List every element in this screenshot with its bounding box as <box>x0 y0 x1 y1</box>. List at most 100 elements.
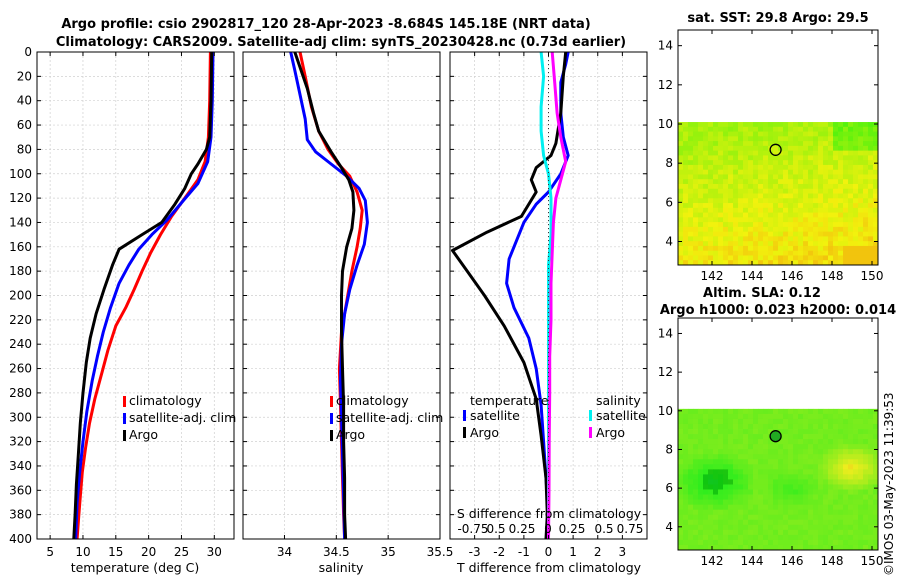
heat-cell <box>733 499 739 506</box>
heat-cell <box>713 136 719 142</box>
heat-cell <box>808 136 814 142</box>
heat-cell <box>808 489 814 495</box>
heat-cell <box>828 207 834 213</box>
heat-cell <box>858 203 864 209</box>
heat-cell <box>733 131 739 137</box>
y-tick-label: 240 <box>9 337 32 351</box>
heat-cell <box>703 217 709 223</box>
heat-cell <box>813 423 819 430</box>
heat-cell <box>793 141 799 147</box>
heat-cell <box>743 459 749 465</box>
heat-cell <box>838 539 844 546</box>
heat-cell <box>828 423 834 430</box>
heat-cell <box>693 212 699 218</box>
heat-cell <box>773 193 779 199</box>
heat-cell <box>828 444 834 450</box>
salinity-legend: climatology satellite-adj. clim Argo <box>330 393 443 442</box>
heat-cell <box>688 160 694 166</box>
heat-cell <box>778 539 784 546</box>
heat-cell <box>728 250 734 256</box>
heat-cell <box>793 164 799 171</box>
heat-cell <box>768 212 774 218</box>
heat-cell <box>688 145 694 152</box>
heat-cell <box>848 179 854 185</box>
heat-cell <box>743 464 749 470</box>
x-tick-label: 34 <box>277 545 292 559</box>
heat-cell <box>828 408 834 415</box>
heat-cell <box>848 126 854 132</box>
heat-cell <box>833 408 839 415</box>
heat-cell <box>688 250 694 256</box>
heat-cell <box>873 504 879 511</box>
heat-cell <box>818 222 824 228</box>
heat-cell <box>713 160 719 166</box>
heat-cell <box>703 226 709 233</box>
heat-cell <box>868 434 874 440</box>
heat-cell <box>738 255 744 261</box>
heat-cell <box>763 423 769 430</box>
heat-cell <box>828 241 834 247</box>
heat-cell <box>703 423 709 430</box>
heat-cell <box>868 469 874 475</box>
heat-cell <box>683 231 689 237</box>
heat-cell <box>858 245 864 252</box>
heat-cell <box>833 207 839 213</box>
heat-cell <box>693 174 699 180</box>
heat-cell <box>823 449 829 455</box>
heat-cell <box>793 429 799 435</box>
heat-cell <box>713 454 719 460</box>
heat-cell <box>848 131 854 137</box>
heat-cell <box>678 212 684 218</box>
heat-cell <box>743 423 749 430</box>
heat-cell <box>703 444 709 450</box>
heat-cell <box>773 122 779 128</box>
heat-cell <box>853 484 859 490</box>
temperature-xlabel: temperature (deg C) <box>71 560 200 575</box>
heat-cell <box>743 222 749 228</box>
heat-cell <box>688 122 694 128</box>
heat-cell <box>698 164 704 171</box>
heat-cell <box>848 207 854 213</box>
heat-cell <box>778 179 784 185</box>
heat-cell <box>823 126 829 132</box>
heat-cell <box>808 544 814 551</box>
heat-cell <box>763 245 769 252</box>
heat-cell <box>868 198 874 204</box>
heat-cell <box>793 255 799 261</box>
heat-cell <box>718 479 724 485</box>
heat-cell <box>818 198 824 204</box>
heat-cell <box>758 514 764 521</box>
heat-cell <box>728 126 734 132</box>
heat-cell <box>703 193 709 199</box>
heat-cell <box>693 439 699 445</box>
heat-cell <box>863 174 869 180</box>
heat-cell <box>773 174 779 180</box>
x-tick-label: 144 <box>741 554 764 568</box>
heat-cell <box>698 484 704 490</box>
heat-cell <box>748 499 754 506</box>
heat-cell <box>823 207 829 213</box>
heat-cell <box>748 260 754 266</box>
heat-cell <box>728 198 734 204</box>
heat-cell <box>813 131 819 137</box>
heat-cell <box>683 193 689 199</box>
heat-cell <box>703 145 709 152</box>
heat-cell <box>738 203 744 209</box>
heat-cell <box>843 245 849 252</box>
heat-cell <box>783 150 789 156</box>
heat-cell <box>848 544 854 551</box>
heat-cell <box>823 131 829 137</box>
heat-cell <box>818 131 824 137</box>
heat-cell <box>873 524 879 531</box>
heat-cell <box>763 183 769 190</box>
heat-cell <box>838 212 844 218</box>
heat-cell <box>693 484 699 490</box>
heat-cell <box>798 193 804 199</box>
heat-cell <box>808 222 814 228</box>
heat-cell <box>823 241 829 247</box>
difference-panel: -3 -2 -1 0 1 2 3 T difference from climatology… <box>449 51 648 575</box>
heat-cell <box>758 174 764 180</box>
heat-cell <box>763 499 769 506</box>
heat-cell <box>848 429 854 435</box>
heat-cell <box>738 250 744 256</box>
